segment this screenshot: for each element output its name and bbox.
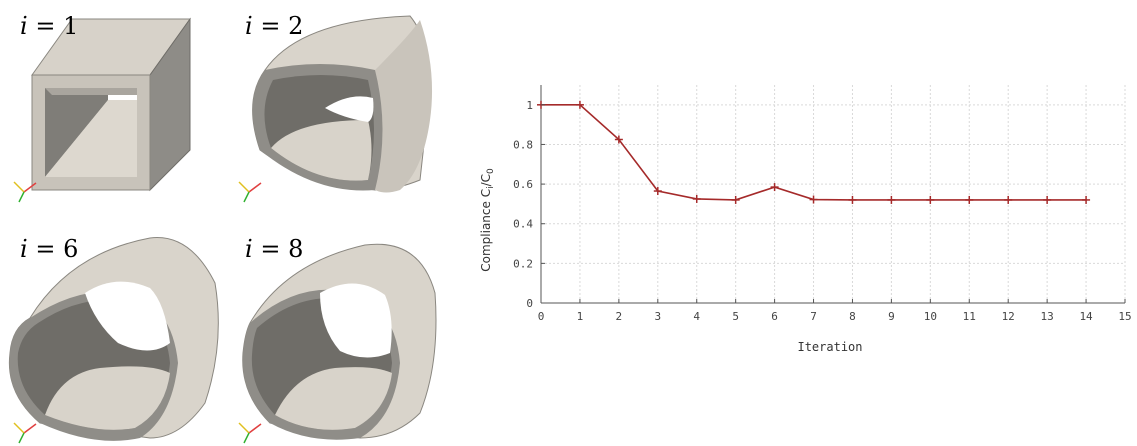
shape-panel-iter-6: i = 6 [0,223,225,446]
x-tick-label: 7 [810,310,817,323]
axes-triad-icon [13,422,37,444]
data-point-marker [575,100,584,109]
y-axis-label-sep: /C [479,174,493,186]
chart-series [537,100,1091,204]
shell-right-side [375,20,433,193]
data-point-marker [1082,195,1091,204]
axes-triad-icon [13,181,37,203]
peanut-shell-figure [8,237,219,444]
data-point-marker [692,194,701,203]
y-tick-label: 1 [526,99,533,112]
x-axis-label: Iteration [797,340,862,354]
x-tick-label: 8 [849,310,856,323]
shell-far-opening [320,283,392,358]
box-shape-figure [13,17,191,203]
y-axis-label-main: Compliance C [479,189,493,272]
data-point-marker [770,183,779,192]
x-tick-label: 3 [654,310,661,323]
axes-triad-icon [238,181,262,203]
x-tick-label: 13 [1041,310,1054,323]
x-tick-label: 0 [538,310,545,323]
iteration-label: i = 6 [20,235,79,263]
data-point-marker [731,195,740,204]
x-tick-label: 9 [888,310,895,323]
chart-grid [540,85,1126,304]
shape-panel-iter-2: i = 2 [225,0,450,223]
y-tick-label: 0.4 [513,218,533,231]
box-interior-left [45,88,108,177]
iteration-label: i = 1 [20,12,79,40]
y-axis-label: Compliance Ci/C0 [479,168,496,272]
shell-inner-floor [271,120,372,181]
data-point-marker [809,195,818,204]
x-tick-label: 2 [616,310,623,323]
rounded-box-figure [238,15,433,203]
x-tick-label: 11 [963,310,976,323]
data-point-marker [1004,195,1013,204]
y-axis-label-sub1: i [486,186,496,189]
x-tick-label: 1 [577,310,584,323]
iteration-label: i = 2 [245,12,304,40]
data-point-marker [653,187,662,196]
y-tick-label: 0 [526,297,533,310]
shape-panel-iter-8: i = 8 [225,223,450,446]
shell-far-opening [85,281,170,351]
x-tick-label: 6 [771,310,778,323]
shell-inner-floor [275,367,392,430]
x-tick-label: 4 [693,310,700,323]
data-point-marker [614,135,623,144]
iteration-label: i = 8 [245,235,304,263]
box-interior-floor [45,100,137,177]
shell-far-opening [325,96,374,122]
y-tick-label: 0.6 [513,178,533,191]
data-point-marker [887,195,896,204]
y-axis-label-sub2: 0 [486,168,496,174]
x-tick-label: 5 [732,310,739,323]
chart-axes [540,85,1125,304]
x-tick-label: 14 [1079,310,1093,323]
data-point-marker [926,195,935,204]
shape-panel-iter-1: i = 1 [0,0,225,223]
y-tick-label: 0.8 [513,138,533,151]
shape-panels: i = 1 i = 2 [0,0,460,446]
x-tick-label: 12 [1002,310,1015,323]
data-point-marker [848,195,857,204]
cylinder-shell-figure [238,243,437,444]
y-tick-label: 0.2 [513,257,533,270]
shell-inner-floor [45,366,170,430]
data-point-marker [965,195,974,204]
data-point-marker [1043,195,1052,204]
x-tick-label: 15 [1118,310,1131,323]
axes-triad-icon [238,422,262,444]
box-interior-ceiling [45,88,137,95]
x-tick-label: 10 [924,310,937,323]
